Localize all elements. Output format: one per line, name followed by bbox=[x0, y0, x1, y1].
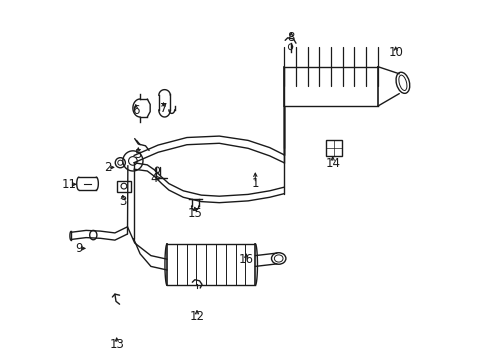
Text: 16: 16 bbox=[238, 253, 253, 266]
Text: 11: 11 bbox=[62, 178, 77, 191]
Text: 14: 14 bbox=[325, 157, 340, 170]
Text: 5: 5 bbox=[134, 148, 142, 161]
Text: 7: 7 bbox=[160, 102, 167, 115]
Text: 10: 10 bbox=[387, 46, 402, 59]
Text: 4: 4 bbox=[150, 172, 157, 185]
Text: 3: 3 bbox=[119, 195, 126, 208]
Text: 6: 6 bbox=[132, 104, 139, 117]
Text: 2: 2 bbox=[104, 161, 111, 174]
Text: 12: 12 bbox=[189, 310, 204, 323]
Text: 13: 13 bbox=[109, 338, 124, 351]
Text: 1: 1 bbox=[251, 177, 259, 190]
Text: 8: 8 bbox=[287, 31, 294, 44]
Text: 15: 15 bbox=[187, 207, 202, 220]
Text: 9: 9 bbox=[75, 242, 82, 255]
